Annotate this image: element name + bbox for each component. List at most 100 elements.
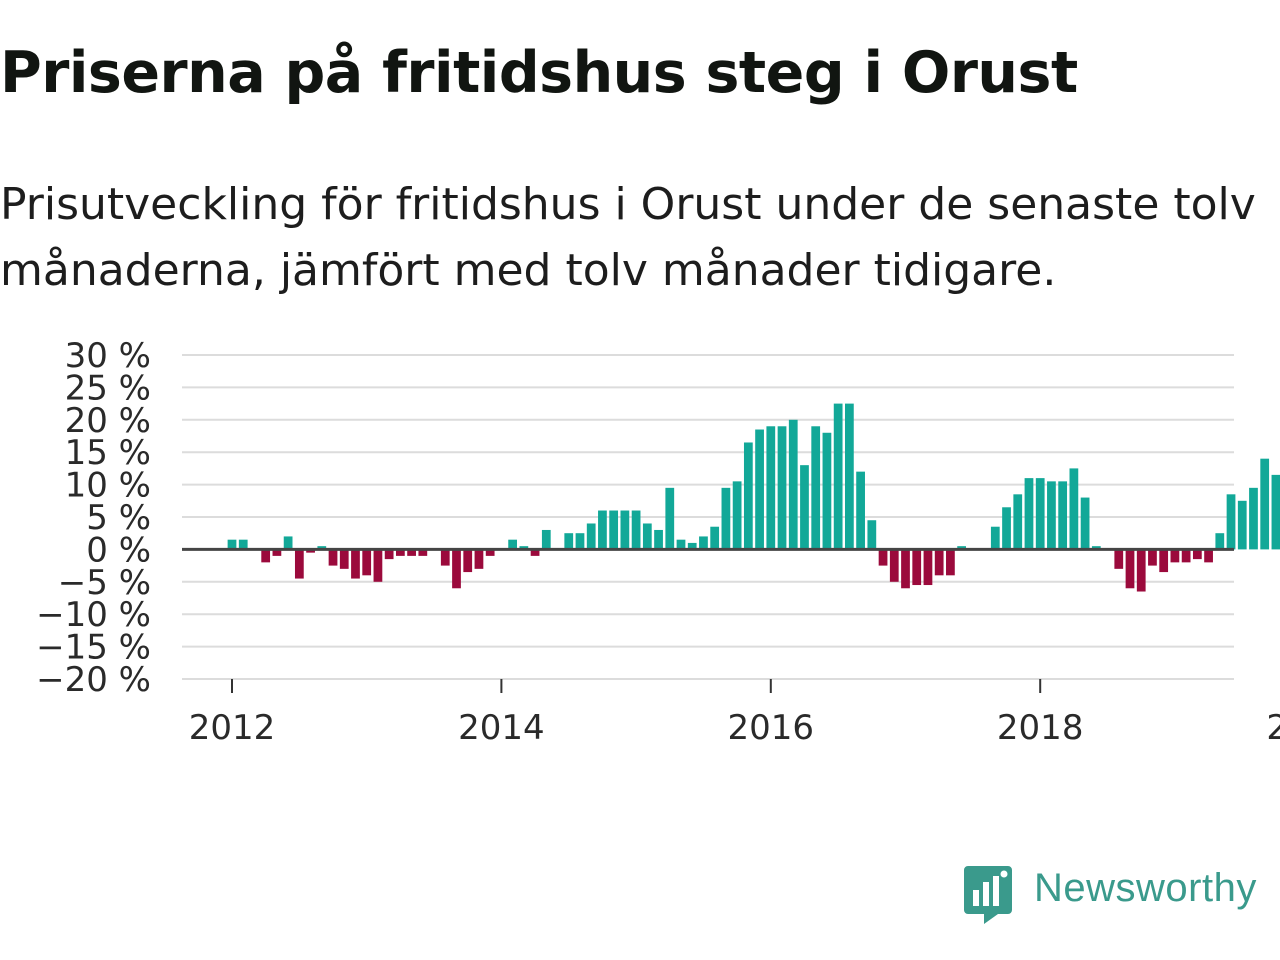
y-tick-label: 30 % (65, 336, 151, 376)
bar (946, 549, 955, 576)
y-tick-label: −10 % (36, 595, 151, 635)
bar (373, 549, 383, 582)
bar (485, 549, 495, 556)
bar (1271, 474, 1280, 550)
chart-title: Priserna på fritidshus steg i Orust (0, 40, 1078, 106)
bar (407, 549, 416, 556)
bar-chart: 30 %25 %20 %15 %10 %5 %0 %−5 %−10 %−15 %… (36, 336, 1280, 748)
bar (1035, 478, 1045, 550)
bar (362, 549, 372, 576)
x-tick-label: 2014 (458, 708, 545, 748)
bar (384, 549, 394, 560)
y-tick-label: 15 % (65, 433, 151, 473)
bar (687, 542, 697, 550)
bar (957, 546, 967, 550)
bar (1125, 549, 1135, 589)
bar (351, 549, 360, 579)
bar (676, 539, 686, 550)
bar (755, 429, 764, 550)
y-tick-label: 20 % (65, 401, 151, 441)
bar (889, 549, 899, 582)
bar (1159, 549, 1169, 573)
bar (878, 549, 888, 566)
bar (901, 549, 910, 589)
y-tick-label: 25 % (65, 368, 151, 408)
bar (912, 549, 922, 586)
bar (261, 549, 271, 563)
bar (833, 403, 843, 550)
bar (665, 487, 675, 550)
x-tick-label: 2012 (189, 708, 276, 748)
bar (418, 549, 428, 556)
bar (800, 465, 809, 550)
bar (1260, 458, 1270, 550)
brand-logo: Newsworthy (962, 862, 1256, 928)
bar (586, 523, 596, 550)
bar (317, 546, 327, 550)
bar (609, 510, 619, 550)
x-tick-label: 2018 (997, 708, 1084, 748)
bar (1192, 549, 1202, 560)
bar (575, 533, 585, 550)
bar (272, 549, 282, 556)
bar (452, 549, 461, 589)
bar (766, 426, 776, 550)
bar (328, 549, 338, 566)
bar (294, 549, 304, 579)
bar (1047, 481, 1056, 550)
bar (440, 549, 450, 566)
newsworthy-logo-icon (964, 866, 1012, 924)
y-tick-label: 5 % (86, 498, 151, 538)
bar (1058, 481, 1068, 550)
bar (788, 419, 798, 550)
bar (811, 426, 821, 550)
bar (238, 539, 248, 550)
bar (1013, 494, 1023, 550)
bar (1215, 533, 1225, 550)
bar (519, 546, 529, 550)
bar (530, 549, 540, 556)
bar (1226, 494, 1236, 550)
bar (642, 523, 652, 550)
bar (1204, 549, 1213, 563)
bar (1069, 468, 1079, 550)
bar (1114, 549, 1124, 569)
bar (1249, 487, 1258, 550)
bar (395, 549, 405, 556)
bar (1091, 546, 1101, 550)
bar (283, 536, 293, 550)
bar (598, 510, 607, 550)
bar (934, 549, 944, 576)
bar (721, 487, 731, 550)
x-tick-label: 2016 (728, 708, 815, 748)
bar (710, 526, 720, 550)
bar (564, 533, 574, 550)
brand-name: Newsworthy (1034, 866, 1257, 910)
chart-subtitle: Prisutveckling för fritidshus i Orust un… (0, 179, 1256, 296)
bar (227, 539, 237, 550)
bar (1181, 549, 1191, 563)
bar (1024, 478, 1034, 550)
bar (339, 549, 349, 569)
bar (1002, 507, 1011, 550)
bar (1136, 549, 1146, 592)
bar (306, 549, 315, 553)
bar (856, 471, 865, 550)
bar (1080, 497, 1090, 550)
bar (732, 481, 742, 550)
bar (822, 432, 832, 550)
bar (631, 510, 641, 550)
bar (541, 529, 551, 550)
bar (474, 549, 484, 569)
bar (463, 549, 473, 573)
y-tick-label: −20 % (36, 660, 151, 700)
bar (1170, 549, 1180, 563)
bar (620, 510, 630, 550)
bar (743, 442, 753, 550)
bar (1237, 500, 1247, 550)
y-tick-label: −15 % (36, 628, 151, 668)
y-tick-label: −5 % (58, 563, 151, 603)
bar (923, 549, 933, 586)
y-tick-label: 0 % (86, 530, 151, 570)
bar (699, 536, 708, 550)
